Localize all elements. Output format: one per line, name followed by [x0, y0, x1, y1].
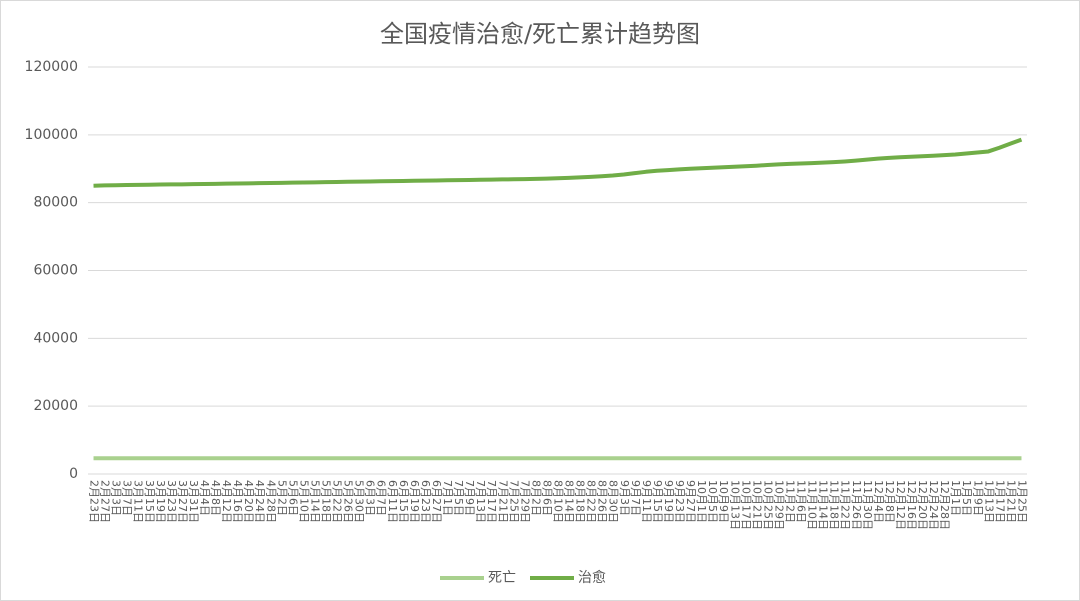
x-tick-label: 6月15日 — [397, 480, 410, 523]
chart-title: 全国疫情治愈/死亡累计趋势图 — [380, 20, 700, 48]
x-tick-label: 9月11日 — [640, 480, 653, 523]
x-tick-label: 7月9日 — [463, 480, 476, 516]
x-tick-label: 8月10日 — [552, 480, 565, 523]
x-tick-label: 5月10日 — [297, 480, 310, 523]
x-tick-label: 6月19日 — [408, 480, 421, 523]
y-tick-label: 80000 — [33, 195, 78, 211]
x-tick-label: 8月2日 — [529, 480, 542, 516]
x-tick-label: 5月30日 — [353, 480, 366, 523]
x-tick-label: 11月26日 — [850, 480, 863, 530]
x-tick-label: 7月21日 — [496, 480, 509, 523]
x-tick-label: 4月8日 — [209, 480, 222, 516]
series-line — [93, 137, 1023, 188]
x-tick-label: 5月22日 — [331, 480, 344, 523]
x-tick-label: 5月2日 — [275, 480, 288, 516]
x-tick-label: 9月3日 — [618, 480, 631, 516]
x-tick-label: 1月25日 — [1015, 480, 1028, 523]
x-tick-label: 7月17日 — [485, 480, 498, 523]
x-tick-label: 8月14日 — [563, 480, 576, 523]
x-tick-label: 10月13日 — [728, 480, 741, 530]
legend-label: 死亡 — [488, 570, 516, 586]
x-tick-label: 9月19日 — [662, 480, 675, 523]
x-tick-label: 4月16日 — [231, 480, 244, 523]
x-tick-label: 2月27日 — [99, 480, 112, 523]
x-tick-label: 1月1日 — [949, 480, 962, 516]
x-tick-label: 4月12日 — [220, 480, 233, 523]
x-tick-label: 12月24日 — [927, 480, 940, 530]
x-tick-label: 12月12日 — [894, 480, 907, 530]
x-tick-label: 5月26日 — [342, 480, 355, 523]
x-tick-label: 10月29日 — [772, 480, 785, 530]
x-tick-label: 4月20日 — [242, 480, 255, 523]
x-tick-label: 6月27日 — [430, 480, 443, 523]
x-tick-label: 8月30日 — [607, 480, 620, 523]
x-tick-label: 11月10日 — [806, 480, 819, 530]
x-tick-label: 6月11日 — [386, 480, 399, 523]
x-tick-label: 3月23日 — [165, 480, 178, 523]
x-tick-label: 6月23日 — [419, 480, 432, 523]
x-tick-label: 10月9日 — [717, 480, 730, 523]
x-tick-label: 9月7日 — [629, 480, 642, 516]
x-tick-label: 3月3日 — [110, 480, 123, 516]
x-tick-label: 4月4日 — [198, 480, 211, 516]
x-tick-label: 1月5日 — [960, 480, 973, 516]
y-tick-label: 60000 — [33, 263, 78, 279]
x-tick-label: 1月17日 — [993, 480, 1006, 523]
x-tick-label: 12月20日 — [916, 480, 929, 530]
x-tick-label: 11月2日 — [783, 480, 796, 523]
x-tick-label: 3月19日 — [154, 480, 167, 523]
x-tick-label: 8月18日 — [574, 480, 587, 523]
y-tick-label: 120000 — [25, 59, 78, 75]
x-tick-label: 5月6日 — [286, 480, 299, 516]
x-tick-label: 10月17日 — [739, 480, 752, 530]
x-tick-label: 6月3日 — [364, 480, 377, 516]
x-tick-label: 9月23日 — [673, 480, 686, 523]
x-tick-label: 3月31日 — [187, 480, 200, 523]
x-tick-label: 11月30日 — [861, 480, 874, 530]
x-tick-label: 4月24日 — [253, 480, 266, 523]
x-tick-label: 12月8日 — [883, 480, 896, 523]
x-tick-label: 1月9日 — [971, 480, 984, 516]
x-tick-label: 1月21日 — [1004, 480, 1017, 523]
x-tick-label: 7月1日 — [441, 480, 454, 516]
x-tick-label: 5月18日 — [320, 480, 333, 523]
x-tick-label: 1月13日 — [982, 480, 995, 523]
x-tick-label: 11月18日 — [828, 480, 841, 530]
x-tick-label: 7月13日 — [474, 480, 487, 523]
x-tick-label: 8月22日 — [585, 480, 598, 523]
x-tick-label: 10月1日 — [695, 480, 708, 523]
x-tick-label: 12月28日 — [938, 480, 951, 530]
x-tick-label: 7月29日 — [518, 480, 531, 523]
y-tick-label: 20000 — [33, 398, 78, 414]
y-tick-label: 0 — [69, 466, 78, 482]
x-tick-label: 10月21日 — [750, 480, 763, 530]
x-tick-label: 8月26日 — [596, 480, 609, 523]
x-tick-label: 3月27日 — [176, 480, 189, 523]
x-tick-label: 6月7日 — [375, 480, 388, 516]
x-tick-label: 8月6日 — [540, 480, 553, 516]
x-tick-label: 9月15日 — [651, 480, 664, 523]
x-tick-label: 11月6日 — [795, 480, 808, 523]
x-tick-label: 11月14日 — [817, 480, 830, 530]
x-tick-label: 10月5日 — [706, 480, 719, 523]
x-tick-label: 10月25日 — [761, 480, 774, 530]
x-tick-label: 3月15日 — [143, 480, 156, 523]
x-tick-label: 2月23日 — [88, 480, 101, 523]
x-tick-label: 11月22日 — [839, 480, 852, 530]
x-tick-label: 4月28日 — [264, 480, 277, 523]
x-tick-label: 12月16日 — [905, 480, 918, 530]
x-tick-label: 12月4日 — [872, 480, 885, 523]
y-tick-label: 100000 — [25, 127, 78, 143]
y-tick-label: 40000 — [33, 330, 78, 346]
x-tick-label: 7月5日 — [452, 480, 465, 516]
x-tick-label: 9月27日 — [684, 480, 697, 523]
x-tick-label: 3月7日 — [121, 480, 134, 516]
x-tick-label: 5月14日 — [308, 480, 321, 523]
x-tick-label: 3月11日 — [132, 480, 145, 523]
x-tick-label: 7月25日 — [507, 480, 520, 523]
legend-label: 治愈 — [578, 570, 606, 586]
